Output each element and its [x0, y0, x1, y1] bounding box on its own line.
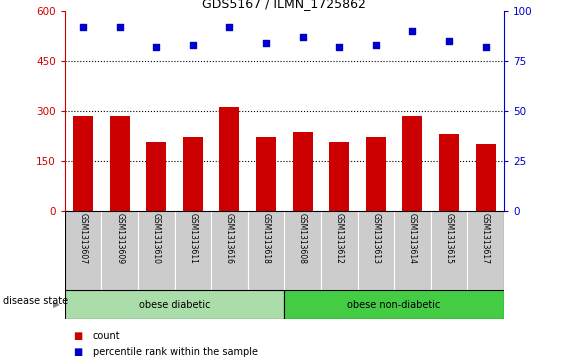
Point: [408, 28, 417, 34]
Text: ■: ■: [73, 347, 82, 357]
Text: GSM1313608: GSM1313608: [298, 213, 307, 264]
Bar: [293, 132, 312, 211]
Bar: [284, 290, 504, 319]
Point: [225, 24, 234, 30]
Bar: [431, 211, 467, 290]
Bar: [73, 116, 93, 211]
Bar: [256, 137, 276, 211]
Text: GSM1313617: GSM1313617: [481, 213, 490, 264]
Bar: [403, 116, 422, 211]
Text: GSM1313614: GSM1313614: [408, 213, 417, 264]
Point: [188, 42, 197, 48]
Text: obese diabetic: obese diabetic: [139, 300, 210, 310]
Bar: [146, 142, 166, 211]
Text: ■: ■: [73, 331, 82, 341]
Point: [298, 34, 307, 40]
Text: GSM1313610: GSM1313610: [152, 213, 160, 264]
Bar: [476, 144, 495, 211]
Bar: [467, 211, 504, 290]
Point: [481, 44, 490, 50]
Bar: [110, 116, 129, 211]
Text: GSM1313611: GSM1313611: [189, 213, 197, 264]
Bar: [321, 211, 358, 290]
Bar: [65, 290, 284, 319]
Bar: [284, 211, 321, 290]
Bar: [329, 142, 349, 211]
Text: count: count: [93, 331, 120, 341]
Text: GSM1313615: GSM1313615: [445, 213, 453, 264]
Bar: [220, 107, 239, 211]
Text: GSM1313607: GSM1313607: [79, 213, 87, 264]
Text: GSM1313616: GSM1313616: [225, 213, 234, 264]
Point: [372, 42, 381, 48]
Point: [261, 40, 270, 46]
Bar: [248, 211, 284, 290]
Point: [152, 44, 161, 50]
Text: GSM1313609: GSM1313609: [115, 213, 124, 264]
Text: GSM1313612: GSM1313612: [335, 213, 343, 264]
Bar: [175, 211, 211, 290]
Bar: [183, 137, 203, 211]
Bar: [101, 211, 138, 290]
Bar: [358, 211, 394, 290]
Bar: [439, 134, 459, 211]
Point: [79, 24, 88, 30]
Bar: [394, 211, 431, 290]
Bar: [211, 211, 248, 290]
Point: [115, 24, 124, 30]
Title: GDS5167 / ILMN_1725862: GDS5167 / ILMN_1725862: [202, 0, 367, 10]
Bar: [366, 137, 386, 211]
Bar: [65, 211, 101, 290]
Text: disease state: disease state: [3, 296, 68, 306]
Bar: [138, 211, 175, 290]
Point: [334, 44, 343, 50]
Text: GSM1313613: GSM1313613: [372, 213, 380, 264]
Point: [445, 38, 454, 44]
Text: percentile rank within the sample: percentile rank within the sample: [93, 347, 258, 357]
Text: obese non-diabetic: obese non-diabetic: [347, 300, 441, 310]
Text: GSM1313618: GSM1313618: [262, 213, 270, 264]
